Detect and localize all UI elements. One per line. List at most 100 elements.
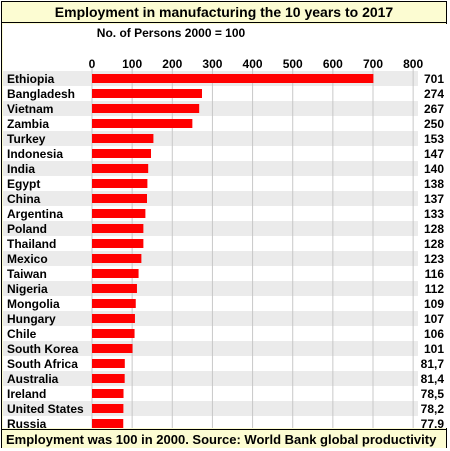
x-tick-label: 500 xyxy=(283,57,303,71)
row-stripe xyxy=(3,176,418,191)
x-tick-label: 200 xyxy=(162,57,182,71)
bar xyxy=(92,299,136,308)
category-label: South Africa xyxy=(7,357,78,371)
category-label: South Korea xyxy=(7,342,79,356)
row-stripe xyxy=(3,146,418,161)
bar xyxy=(92,179,148,188)
value-label: 128 xyxy=(424,222,444,236)
category-label: Hungary xyxy=(7,312,56,326)
bar xyxy=(92,119,193,128)
category-label: Vietnam xyxy=(7,102,53,116)
bar xyxy=(92,224,144,233)
row-stripe xyxy=(3,386,418,401)
category-label: Ireland xyxy=(7,387,46,401)
category-label: Mongolia xyxy=(7,297,60,311)
category-label: Ethiopia xyxy=(7,72,55,86)
row-stripe xyxy=(3,101,418,116)
bar xyxy=(92,269,139,278)
category-label: Bangladesh xyxy=(7,87,75,101)
chart-title: Employment in manufacturing the 10 years… xyxy=(2,2,446,23)
bar xyxy=(92,254,142,263)
bar xyxy=(92,404,124,413)
bar xyxy=(92,374,125,383)
bar xyxy=(92,359,125,368)
category-label: China xyxy=(7,192,41,206)
bar xyxy=(92,314,135,323)
bar-chart: No. of Persons 2000 = 100 0 100 200 300 400 5… xyxy=(3,26,445,431)
category-label: Australia xyxy=(7,372,59,386)
row-stripe xyxy=(3,116,418,131)
row-stripe xyxy=(3,281,418,296)
row-stripe xyxy=(3,206,418,221)
category-label: Turkey xyxy=(7,132,46,146)
row-stripe xyxy=(3,236,418,251)
bar xyxy=(92,104,200,113)
source-note: Employment was 100 in 2000. Source: Worl… xyxy=(2,429,446,448)
value-label: 123 xyxy=(424,252,444,266)
value-label: 137 xyxy=(424,192,444,206)
bar xyxy=(92,74,374,83)
bar xyxy=(92,419,124,428)
value-label: 78,2 xyxy=(421,402,445,416)
bar xyxy=(92,149,152,158)
value-label: 116 xyxy=(425,267,445,281)
bar xyxy=(92,284,137,293)
value-label: 140 xyxy=(424,162,444,176)
row-stripe xyxy=(3,311,418,326)
category-label: Nigeria xyxy=(7,282,48,296)
value-label: 81,7 xyxy=(421,357,445,371)
bar xyxy=(92,164,149,173)
bar xyxy=(92,389,124,398)
value-label: 109 xyxy=(424,297,444,311)
category-label: India xyxy=(7,162,35,176)
value-label: 112 xyxy=(425,282,445,296)
x-tick-label: 400 xyxy=(243,57,263,71)
x-tick-label: 600 xyxy=(323,57,343,71)
bar xyxy=(92,134,154,143)
x-tick-label: 700 xyxy=(363,57,383,71)
category-label: Mexico xyxy=(7,252,48,266)
category-label: Chile xyxy=(7,327,37,341)
value-label: 128 xyxy=(424,237,444,251)
value-label: 133 xyxy=(424,207,444,221)
value-label: 106 xyxy=(424,327,444,341)
bar xyxy=(92,89,202,98)
row-stripe xyxy=(3,221,418,236)
x-tick-label: 100 xyxy=(122,57,142,71)
value-label: 81,4 xyxy=(421,372,445,386)
value-label: 153 xyxy=(424,132,444,146)
category-label: Taiwan xyxy=(7,267,47,281)
value-label: 274 xyxy=(424,87,444,101)
x-tick-label: 300 xyxy=(202,57,222,71)
value-label: 138 xyxy=(424,177,444,191)
bar xyxy=(92,239,144,248)
value-label: 78,5 xyxy=(421,387,445,401)
category-label: Argentina xyxy=(7,207,63,221)
bar xyxy=(92,329,135,338)
category-label: Russia xyxy=(7,417,47,428)
x-tick-label: 800 xyxy=(403,57,423,71)
row-stripe xyxy=(3,191,418,206)
value-label: 147 xyxy=(424,147,444,161)
row-stripe xyxy=(3,326,418,341)
row-stripe xyxy=(3,131,418,146)
row-stripe xyxy=(3,296,418,311)
plot-area: No. of Persons 2000 = 100 0 100 200 300 400 5… xyxy=(3,24,447,431)
row-stripe xyxy=(3,416,418,431)
bar xyxy=(92,194,147,203)
value-label: 267 xyxy=(424,102,444,116)
x-tick-label: 0 xyxy=(89,57,96,71)
category-label: Thailand xyxy=(7,237,56,251)
category-label: Poland xyxy=(7,222,47,236)
row-stripe xyxy=(3,371,418,386)
value-label: 77,9 xyxy=(421,417,445,428)
category-label: Egypt xyxy=(7,177,40,191)
row-stripe xyxy=(3,161,418,176)
category-label: United States xyxy=(7,402,84,416)
category-label: Zambia xyxy=(7,117,49,131)
value-label: 250 xyxy=(424,117,444,131)
value-label: 101 xyxy=(424,342,444,356)
category-label: Indonesia xyxy=(7,147,63,161)
chart-subtitle: No. of Persons 2000 = 100 xyxy=(97,26,246,40)
